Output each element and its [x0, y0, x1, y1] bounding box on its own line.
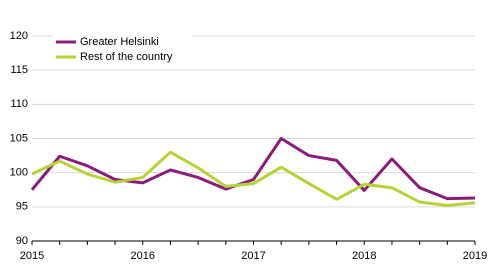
- series-line: [31, 150, 476, 207]
- y-tick-label: 95: [16, 201, 28, 213]
- legend-box: [52, 33, 192, 67]
- y-tick-label: 115: [10, 64, 28, 76]
- x-tick-label: 2018: [352, 250, 376, 262]
- y-tick-label: 120: [10, 30, 28, 42]
- x-tick-label: 2016: [131, 250, 155, 262]
- legend-label: Rest of the country: [80, 51, 173, 63]
- y-tick-label: 90: [16, 235, 28, 247]
- x-tick-label: 2015: [20, 250, 44, 262]
- series-line: [30, 137, 476, 201]
- y-tick-label: 110: [10, 98, 28, 110]
- y-tick-label: 105: [10, 132, 28, 144]
- y-tick-label: 100: [10, 167, 28, 179]
- x-tick-label: 2017: [241, 250, 265, 262]
- legend-label: Greater Helsinki: [80, 36, 159, 48]
- x-tick-label: 2019: [463, 250, 487, 262]
